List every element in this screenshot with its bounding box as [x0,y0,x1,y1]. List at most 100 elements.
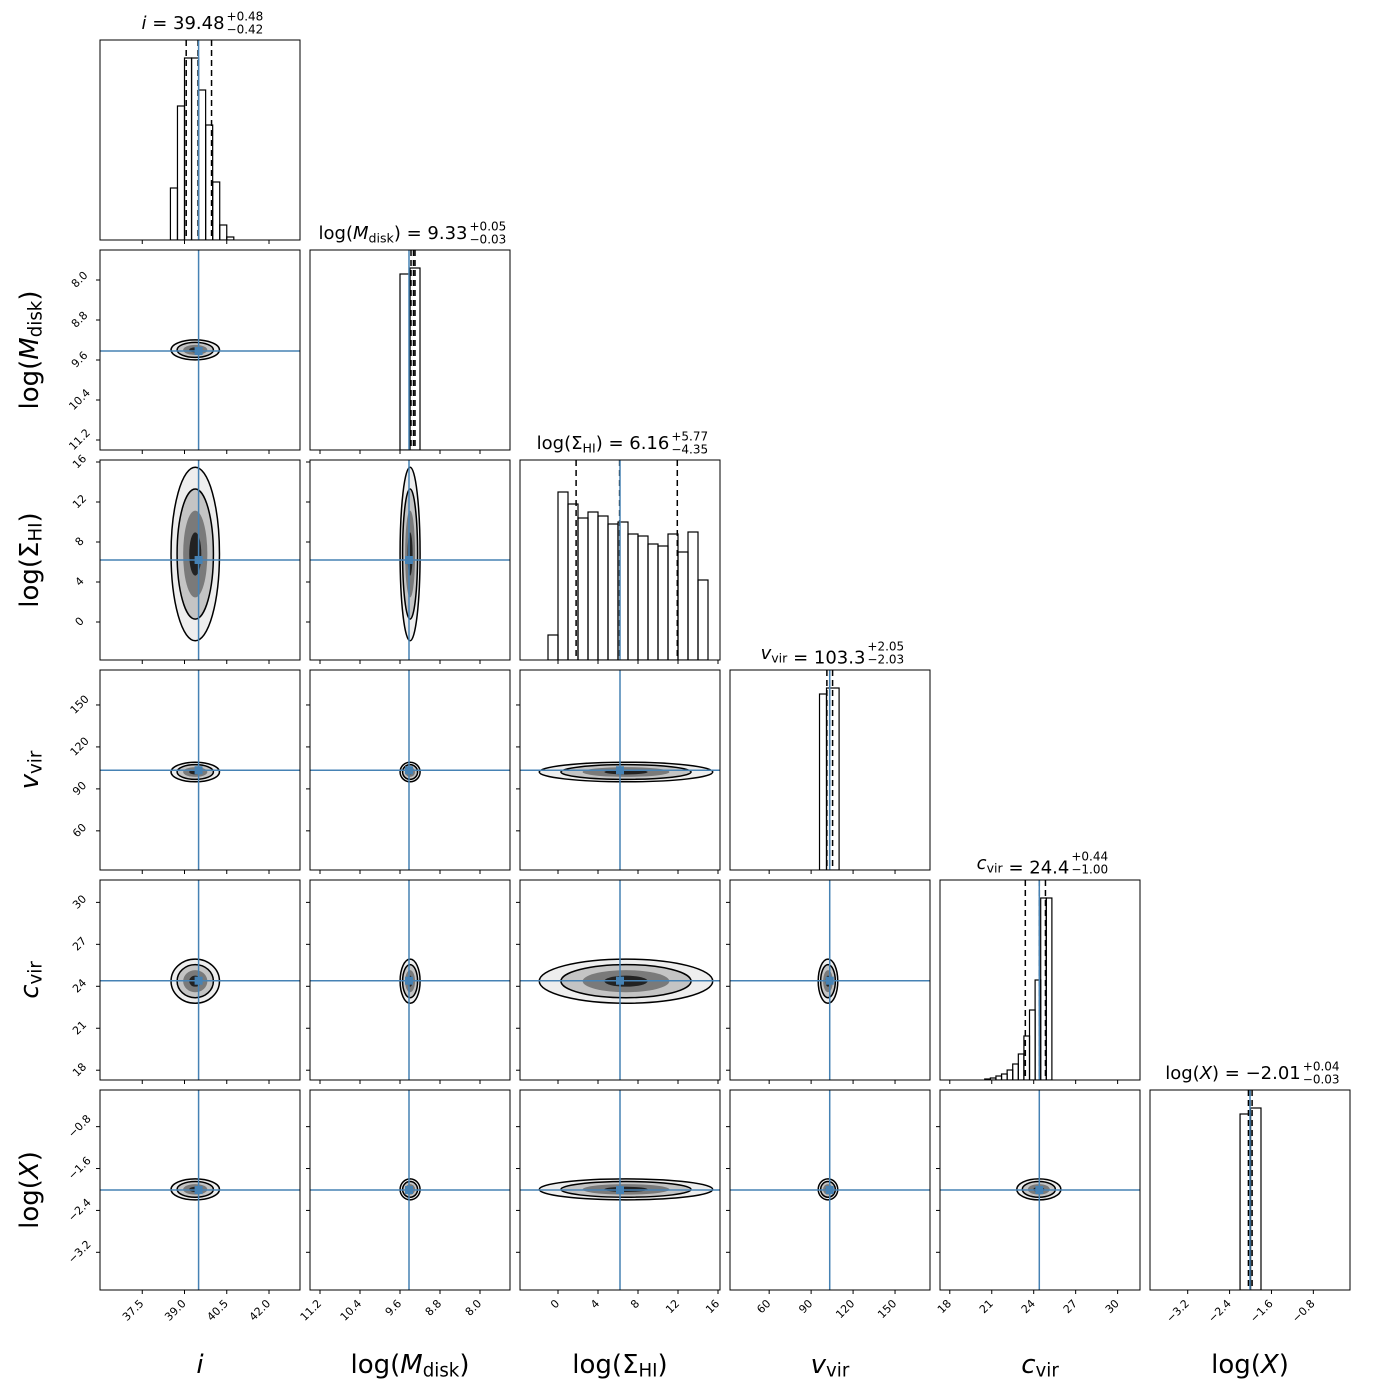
x-tick-label: 10.4 [338,1297,365,1324]
title-median: −2.01 [1246,1063,1301,1084]
label-symbol: Σ [15,541,45,557]
x-tick-label: −3.2 [1164,1297,1192,1325]
label-symbol: i [196,1350,204,1380]
y-tick-label: 18 [70,1060,89,1079]
label-symbol: M [353,223,369,244]
panel-frame [519,459,721,661]
panel-title: log(Mdisk) = 9.33 [319,223,468,245]
histogram-bin [226,236,235,240]
truth-point [194,1186,203,1194]
panel [818,670,840,870]
panel-frame [519,879,721,1081]
y-axis-label: log(X) [15,1151,45,1229]
x-axis-label: vvir [811,1350,850,1382]
title-err-minus: −2.03 [867,653,904,667]
label-subscript: disk [423,1361,460,1382]
title-err-plus: +0.48 [227,10,264,24]
label-suffix: ) [1212,1063,1219,1084]
label-prefix: log( [15,558,45,608]
x-tick-label: 150 [875,1297,899,1321]
label-suffix: ) [15,1151,45,1161]
label-subscript: HI [583,440,596,455]
title-median: 24.4 [1029,858,1069,879]
y-tick-label: 8 [73,535,87,549]
label-symbol: M [400,1350,422,1380]
x-tick-label: 40.5 [204,1297,231,1324]
label-prefix: log( [537,433,571,454]
y-axis-label: log(Mdisk) [15,291,47,410]
panel-frame [519,669,721,871]
label-subscript: vir [826,1361,850,1382]
truth-point [405,976,413,985]
panel [984,880,1053,1080]
y-tick-label: 21 [70,1018,89,1037]
panel-title: log(X) = −2.01 [1165,1063,1301,1084]
y-tick-label: 60 [70,821,89,840]
label-suffix: ) [459,1350,469,1380]
panel [520,670,720,870]
truth-point [194,976,203,985]
panel [100,880,300,1080]
truth-point [405,556,413,564]
panel-frame [99,1089,301,1291]
x-axis-label: log(X) [1211,1350,1289,1380]
label-symbol: X [15,1160,45,1181]
x-tick-label: 16 [703,1297,722,1316]
panel-background [100,40,300,240]
truth-point [825,1186,834,1194]
panel-title: i = 39.48 [141,13,224,34]
truth-point [194,766,203,775]
y-axis-label: vvir [15,750,47,789]
title-separator: = [603,433,630,454]
x-tick-label: 42.0 [247,1297,274,1324]
panel [730,1090,930,1290]
histogram-bin [697,579,709,660]
x-tick-label: 60 [754,1297,773,1316]
label-prefix: log( [1165,1063,1199,1084]
title-median: 39.48 [173,13,225,34]
x-tick-label: 4 [588,1297,602,1311]
label-suffix: ) [15,512,45,522]
label-symbol: c [1021,1350,1035,1380]
label-suffix: ) [658,1350,668,1380]
y-tick-label: 30 [70,892,89,911]
panel [100,1090,300,1290]
histogram-bin [219,224,228,240]
label-prefix: log( [15,360,45,410]
truth-point [616,766,624,775]
title-err-plus: +2.05 [867,640,904,654]
y-tick-label: 150 [68,693,92,717]
y-tick-label: −0.8 [66,1112,94,1140]
y-tick-label: −3.2 [66,1238,94,1266]
panel [310,1090,510,1290]
panel [310,670,510,870]
panel [399,250,421,450]
truth-point [825,976,834,985]
label-prefix: log( [319,223,353,244]
label-symbol: c [977,853,987,874]
panel [100,670,300,870]
label-suffix: ) [394,223,401,244]
truth-point [616,1186,624,1194]
label-symbol: X [1259,1350,1280,1380]
panel-frame [99,459,301,661]
x-tick-label: 11.2 [298,1297,325,1324]
x-tick-label: 18 [935,1297,954,1316]
panel [100,250,300,450]
title-err-plus: +0.05 [470,220,507,234]
label-symbol: v [761,643,772,664]
label-symbol: v [15,773,45,789]
y-tick-label: 10.4 [66,386,93,413]
y-tick-label: 4 [73,575,87,589]
panel-frame [309,879,511,1081]
panel-frame [939,879,1141,1081]
x-axis-label: log(ΣHI) [572,1350,667,1382]
y-tick-label: 120 [68,735,92,759]
x-tick-label: 0 [548,1297,562,1311]
label-symbol: X [1199,1063,1213,1084]
panel-frame [99,249,301,451]
panel-frame [309,249,511,451]
title-err-minus: −0.42 [227,23,264,37]
title-err-plus: +0.04 [1303,1060,1340,1074]
